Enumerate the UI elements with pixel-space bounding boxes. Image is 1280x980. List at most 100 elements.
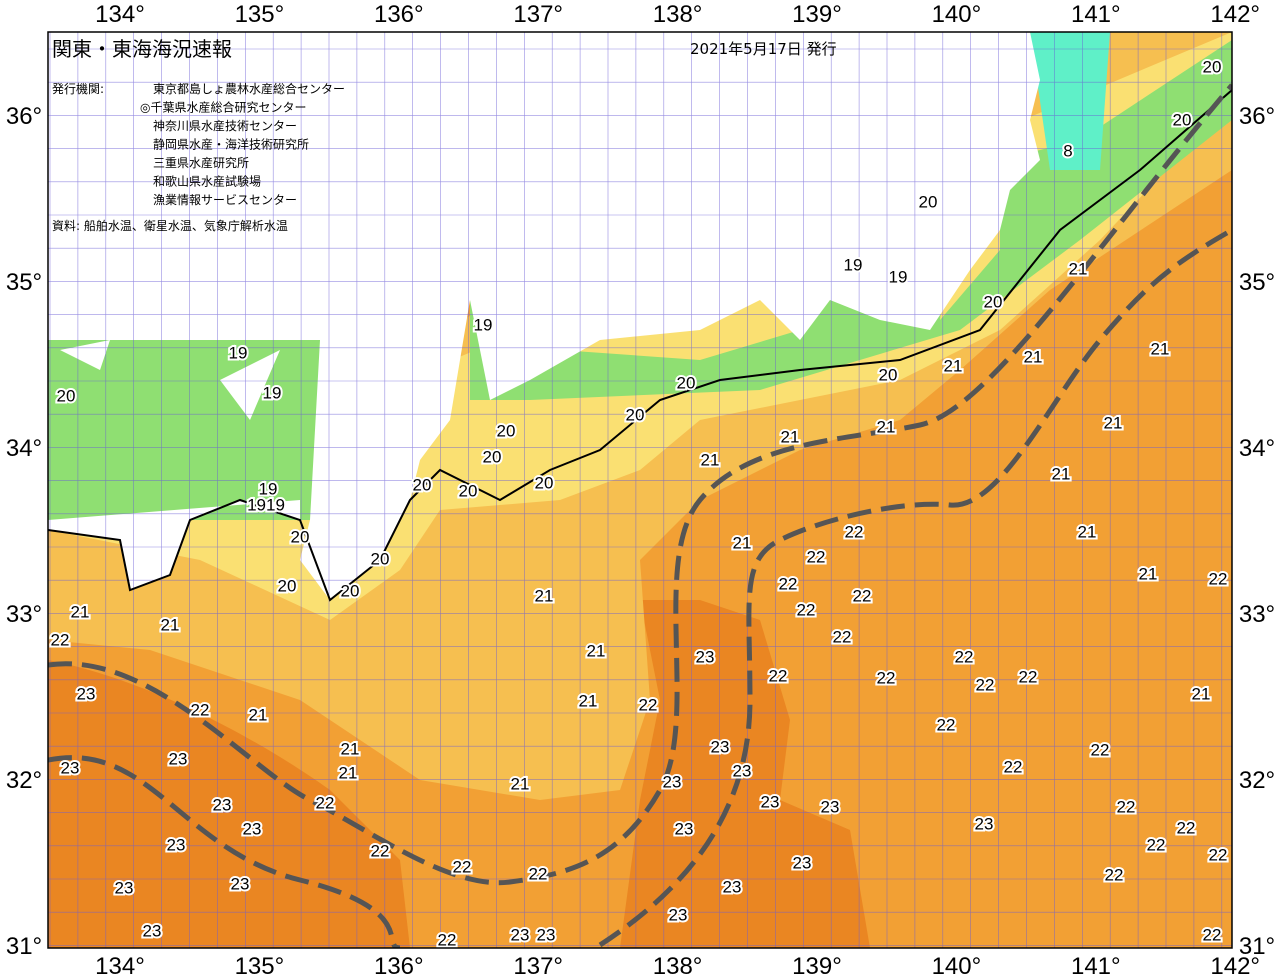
contour-label: 19 <box>259 479 278 498</box>
issuer: 三重県水産研究所 <box>153 155 249 170</box>
contour-label: 20 <box>278 576 297 595</box>
longitude-label: 136° <box>374 953 424 980</box>
contour-label: 23 <box>723 877 742 896</box>
contour-label: 22 <box>937 715 956 734</box>
warm-area <box>620 600 870 948</box>
contour-label: 20 <box>413 475 432 494</box>
longitude-label: 134° <box>95 953 145 980</box>
cold-area <box>1030 32 1110 170</box>
contour-label: 22 <box>438 930 457 949</box>
contour-label: 22 <box>853 586 872 605</box>
contour-label: 22 <box>1004 757 1023 776</box>
contour-label: 22 <box>191 700 210 719</box>
contour-label: 21 <box>587 641 606 660</box>
contour-label: 20 <box>483 447 502 466</box>
contour-label: 21 <box>1024 347 1043 366</box>
contour-label: 21 <box>535 586 554 605</box>
contour-label: 21 <box>511 774 530 793</box>
contour-label: 19 <box>263 383 282 402</box>
contour-label: 20 <box>677 373 696 392</box>
contour-label: 22 <box>955 647 974 666</box>
title: 関東・東海海況速報 <box>52 37 232 61</box>
issue-date: 2021年5月17日 発行 <box>690 40 837 58</box>
contour-label: 22 <box>316 793 335 812</box>
contour-label: 20 <box>291 527 310 546</box>
contour-label: 23 <box>669 905 688 924</box>
contour-label: 20 <box>371 549 390 568</box>
latitude-label: 36° <box>6 103 42 130</box>
latitude-label: 34° <box>6 435 42 462</box>
contour-label: 22 <box>1203 925 1222 944</box>
contour-label: 21 <box>877 417 896 436</box>
contour-label: 21 <box>1052 464 1071 483</box>
contour-label: 22 <box>845 522 864 541</box>
contour-label: 23 <box>975 814 994 833</box>
contour-label: 21 <box>733 533 752 552</box>
contour-label: 22 <box>797 600 816 619</box>
land <box>48 32 1040 600</box>
longitude-label: 135° <box>235 953 285 980</box>
contour-label: 23 <box>696 647 715 666</box>
longitude-label: 139° <box>792 1 842 28</box>
longitude-label: 138° <box>653 1 703 28</box>
contour-label: 21 <box>339 763 358 782</box>
contour-label: 21 <box>1139 564 1158 583</box>
longitude-label: 139° <box>792 953 842 980</box>
longitude-label: 137° <box>513 953 563 980</box>
contour-label: 21 <box>944 356 963 375</box>
grid <box>48 32 1232 948</box>
axis-labels: 134° 134° 135° 135° 136° 136° 137° 137° 138° 138°… <box>6 1 1275 980</box>
latitude-label: 35° <box>6 269 42 296</box>
contour-label: 20 <box>626 405 645 424</box>
contour-label: 22 <box>1117 797 1136 816</box>
contour-label: 20 <box>341 581 360 600</box>
contour-label: 21 <box>701 450 720 469</box>
contour-label: 22 <box>807 547 826 566</box>
contour-label: 21 <box>249 705 268 724</box>
longitude-label: 141° <box>1071 1 1121 28</box>
contour-label: 23 <box>169 749 188 768</box>
contour-label: 23 <box>663 772 682 791</box>
contour-label: 22 <box>1209 569 1228 588</box>
issuer-list: 東京都島しょ農林水産総合センター ◎千葉県水産総合研究センター神奈川県水産技術セン… <box>140 81 345 207</box>
contour-label: 21 <box>781 427 800 446</box>
contour-label: 20 <box>535 473 554 492</box>
contour-label: 20 <box>879 365 898 384</box>
latitude-label: 32° <box>6 767 42 794</box>
issuer: 和歌山県水産試験場 <box>153 174 261 189</box>
contour-label: 19 <box>229 343 248 362</box>
contour-label: 19 <box>474 315 493 334</box>
contour-label: 19 <box>844 255 863 274</box>
issuer: 静岡県水産・海洋技術研究所 <box>153 137 309 152</box>
issuer: 神奈川県水産技術センター <box>153 118 297 133</box>
longitude-label: 142° <box>1210 953 1260 980</box>
warm-area <box>48 660 410 948</box>
contour-label: 19 <box>889 267 908 286</box>
source: 資料: 船舶水温、衛星水温、気象庁解析水温 <box>52 218 288 233</box>
longitude-label: 141° <box>1071 953 1121 980</box>
latitude-label: 32° <box>1239 767 1275 794</box>
contour-label: 22 <box>639 695 658 714</box>
current-axis <box>48 83 1232 948</box>
longitude-label: 138° <box>653 953 703 980</box>
contour-label: 20 <box>497 421 516 440</box>
longitude-label: 136° <box>374 1 424 28</box>
contour-label: 20 <box>1173 110 1192 129</box>
contour-label: 23 <box>675 819 694 838</box>
coastal-area <box>48 340 320 520</box>
issuer: 東京都島しょ農林水産総合センター <box>153 81 345 96</box>
contour-label: 8 <box>1063 141 1072 160</box>
contour-label: 23 <box>711 737 730 756</box>
contour-label: 1919 <box>247 495 285 514</box>
contour-label: 23 <box>821 797 840 816</box>
contour-label: 21 <box>161 615 180 634</box>
contour-label: 21 <box>579 691 598 710</box>
map-frame <box>47 31 1233 949</box>
contour-label: 23 <box>115 878 134 897</box>
latitude-label: 36° <box>1239 103 1275 130</box>
longitude-label: 135° <box>235 1 285 28</box>
latitude-label: 31° <box>1239 933 1275 960</box>
